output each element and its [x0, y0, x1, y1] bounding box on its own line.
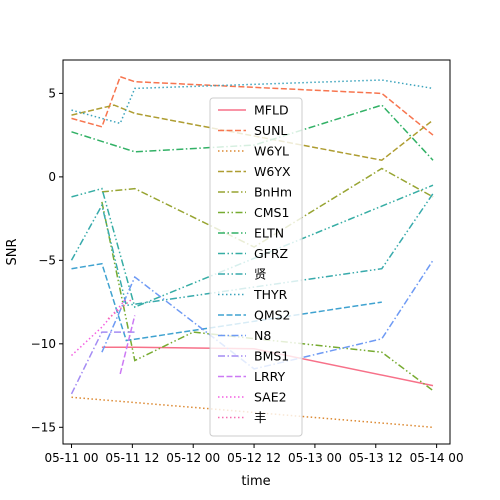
- x-tick-label: 05-13 00: [288, 451, 342, 465]
- x-axis: 05-11 00 05-11 12 05-12 00 05-12 12 05-13 00…: [45, 444, 464, 465]
- legend-label: ELTN: [254, 226, 284, 241]
- y-axis-label: SNR: [5, 238, 20, 265]
- legend-label: 贤: [254, 267, 267, 282]
- series-line-1: [71, 75, 434, 136]
- legend-label: MFLD: [254, 103, 289, 118]
- x-axis-label: time: [241, 474, 270, 489]
- series-line-13: [119, 315, 136, 375]
- legend-label: SUNL: [254, 123, 287, 138]
- legend-label: 丰: [254, 410, 267, 425]
- legend-label: BMS1: [254, 349, 289, 364]
- legend: MFLD SUNL W6YL W6YX BnHm CMS1 ELTN GFRZ 贤 THYR QMS…: [209, 97, 303, 437]
- series-line-5: [101, 201, 434, 392]
- y-tick-label: 0: [48, 170, 56, 184]
- y-tick-label: 5: [48, 86, 56, 100]
- y-tick-label: −5: [38, 253, 56, 267]
- x-tick-label: 05-14 00: [410, 451, 464, 465]
- axes-frame: [62, 59, 451, 445]
- series-line-12: [70, 331, 135, 395]
- series-line-15: [107, 298, 133, 320]
- x-tick-label: 05-12 12: [227, 451, 281, 465]
- x-tick-label: 05-13 12: [349, 451, 403, 465]
- y-axis: 5 0 −5 −10 −15: [31, 86, 63, 434]
- legend-label: CMS1: [254, 205, 289, 220]
- series-line-0: [101, 346, 434, 387]
- legend-label: THYR: [253, 287, 288, 302]
- legend-label: N8: [254, 328, 271, 343]
- legend-label: SAE2: [254, 390, 287, 405]
- x-tick-label: 05-12 00: [166, 451, 220, 465]
- legend-label: GFRZ: [254, 246, 288, 261]
- legend-label: W6YX: [254, 164, 291, 179]
- series-line-8: [70, 193, 434, 307]
- series-line-9: [71, 79, 434, 125]
- series-line-3: [71, 104, 434, 162]
- legend-box: [209, 97, 303, 437]
- x-tick-label: 05-11 12: [105, 451, 159, 465]
- y-tick-label: −15: [31, 420, 56, 434]
- x-tick-label: 05-11 00: [45, 451, 99, 465]
- legend-label: W6YL: [254, 144, 289, 159]
- legend-label: QMS2: [254, 308, 291, 323]
- legend-label: BnHm: [254, 185, 292, 200]
- legend-label: LRRY: [254, 369, 286, 384]
- y-tick-label: −10: [31, 337, 56, 351]
